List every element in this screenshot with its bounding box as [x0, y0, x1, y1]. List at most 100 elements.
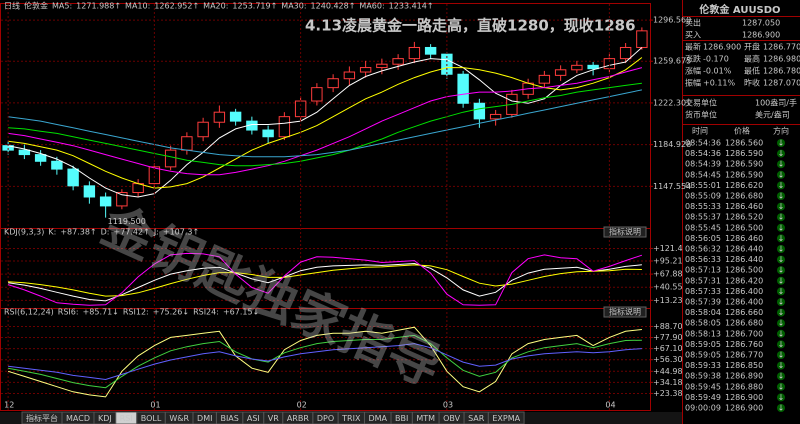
tab-label[interactable]: MACD — [66, 414, 90, 423]
tick-price: 1286.620 — [725, 181, 763, 190]
direction-icon — [777, 245, 785, 253]
tab-label[interactable]: MTM — [416, 414, 435, 423]
candle-body — [424, 46, 437, 55]
legend-text: MA60: — [359, 2, 384, 11]
candle-body — [116, 192, 128, 207]
x-tick-label: 03 — [443, 401, 453, 410]
direction-icon — [777, 287, 785, 296]
x-tick-label: 02 — [297, 401, 307, 410]
quote-label: 最新 — [685, 42, 701, 52]
quote-value: 美元/盎司 — [755, 110, 790, 120]
series-line — [7, 326, 642, 398]
tick-direction: ↓ — [778, 382, 785, 391]
tick-direction: ↓ — [778, 223, 785, 232]
tab-label[interactable]: BIAS — [220, 414, 238, 423]
tick-price: 1286.420 — [725, 276, 763, 285]
tab-label[interactable]: ARBR — [287, 414, 310, 423]
quote-value: 100盎司/手 — [755, 98, 797, 108]
series-line — [7, 252, 643, 306]
tab-label[interactable]: BBI — [395, 414, 408, 423]
quote-value: 1286.770 — [763, 43, 800, 52]
tick-price: 1286.400 — [725, 287, 763, 296]
direction-icon — [777, 382, 785, 391]
y-tick-label: 1259.675 — [653, 57, 691, 66]
tab[interactable] — [487, 411, 525, 424]
tick-direction: ↓ — [778, 308, 785, 317]
direction-icon — [777, 202, 785, 211]
tick-direction: ↓ — [778, 255, 785, 264]
tick-price: 1286.520 — [725, 213, 763, 222]
candle-body — [327, 78, 339, 89]
candle-body — [359, 67, 372, 73]
tab-label[interactable]: OBV — [443, 414, 461, 423]
tick-direction: ↓ — [778, 245, 785, 254]
tick-direction: ↓ — [778, 351, 785, 360]
quote-value: 1286.900 — [742, 31, 780, 40]
quote-value: 1286.900 — [703, 43, 741, 52]
candle-body — [538, 74, 551, 84]
tick-time: 08:59:38 — [685, 372, 721, 381]
tab-label[interactable]: W&R — [169, 414, 189, 423]
tab-label[interactable]: BOLL — [141, 414, 162, 423]
quote-label: 买入 — [685, 31, 701, 40]
tick-table-header: 时间 — [692, 126, 708, 136]
candle-body — [34, 154, 47, 162]
tick-price: 1286.590 — [725, 160, 763, 169]
series-line — [8, 47, 643, 198]
legend-text: 伦敦金 — [24, 1, 48, 11]
indicator-button-label[interactable]: 指标说明 — [609, 227, 641, 237]
tick-time: 08:54:36 — [685, 149, 721, 158]
tick-time: 08:55:33 — [685, 202, 721, 211]
indicator-button[interactable] — [603, 306, 647, 318]
direction-icon — [777, 181, 785, 190]
candle-body — [181, 136, 193, 151]
quote-label: 涨跌 — [685, 54, 701, 64]
series-line — [8, 89, 642, 158]
tab-label[interactable]: SAR — [468, 414, 485, 423]
tab-label[interactable]: DPO — [317, 414, 334, 423]
tick-price: 1286.500 — [725, 266, 763, 275]
candle-body — [489, 113, 502, 120]
tab-label[interactable]: KDJ — [98, 414, 112, 423]
tick-direction: ↓ — [778, 213, 785, 222]
tab-label[interactable]: VR — [268, 414, 279, 423]
y-tick-label: 1184.928 — [653, 140, 691, 149]
y-tick-label: +67.88 — [653, 270, 683, 279]
legend-text: 1271.988↑ — [76, 2, 121, 11]
tick-price: 1286.590 — [725, 149, 763, 158]
direction-icon — [777, 139, 785, 147]
tick-time: 08:54:39 — [685, 160, 721, 169]
tab-label[interactable]: EXPMA — [492, 414, 520, 423]
tab-label[interactable]: DMI — [197, 414, 212, 423]
legend-text: +107.3↑ — [163, 228, 199, 237]
tick-direction: ↓ — [778, 361, 785, 370]
legend-text: J: — [153, 228, 159, 237]
candle-body — [213, 111, 226, 123]
y-tick-label: +13.23 — [653, 296, 683, 305]
quote-label: 开盘 — [744, 42, 760, 52]
tab-label[interactable]: 指标平台 — [26, 413, 58, 423]
plot — [7, 252, 643, 306]
tick-price: 1286.890 — [725, 372, 763, 381]
candle-body — [229, 111, 242, 122]
direction-icon — [777, 276, 785, 285]
tab-label[interactable]: ASI — [247, 414, 260, 423]
legend-text: +75.26↓ — [153, 308, 189, 317]
tab-label[interactable]: RSI — [120, 414, 133, 423]
indicator-button[interactable] — [603, 226, 647, 238]
tick-direction: ↓ — [778, 149, 785, 158]
y-tick-label: +88.70 — [653, 322, 683, 331]
y-tick-label: +34.18 — [653, 378, 683, 387]
legend-text: 1253.719↑ — [232, 2, 277, 11]
direction-icon — [777, 404, 785, 412]
candle-body — [457, 73, 469, 104]
direction-icon — [777, 223, 785, 232]
x-tick-label: 12 — [4, 401, 14, 410]
tick-direction: ↓ — [778, 372, 785, 381]
indicator-button-label[interactable]: 指标说明 — [609, 307, 641, 317]
tick-price: 1286.590 — [725, 170, 763, 179]
tab-label[interactable]: DMA — [368, 414, 387, 423]
quote-label: 交易单位 — [685, 98, 717, 108]
y-tick-label: +95.21 — [653, 257, 683, 266]
tab-label[interactable]: TRIX — [341, 414, 361, 423]
